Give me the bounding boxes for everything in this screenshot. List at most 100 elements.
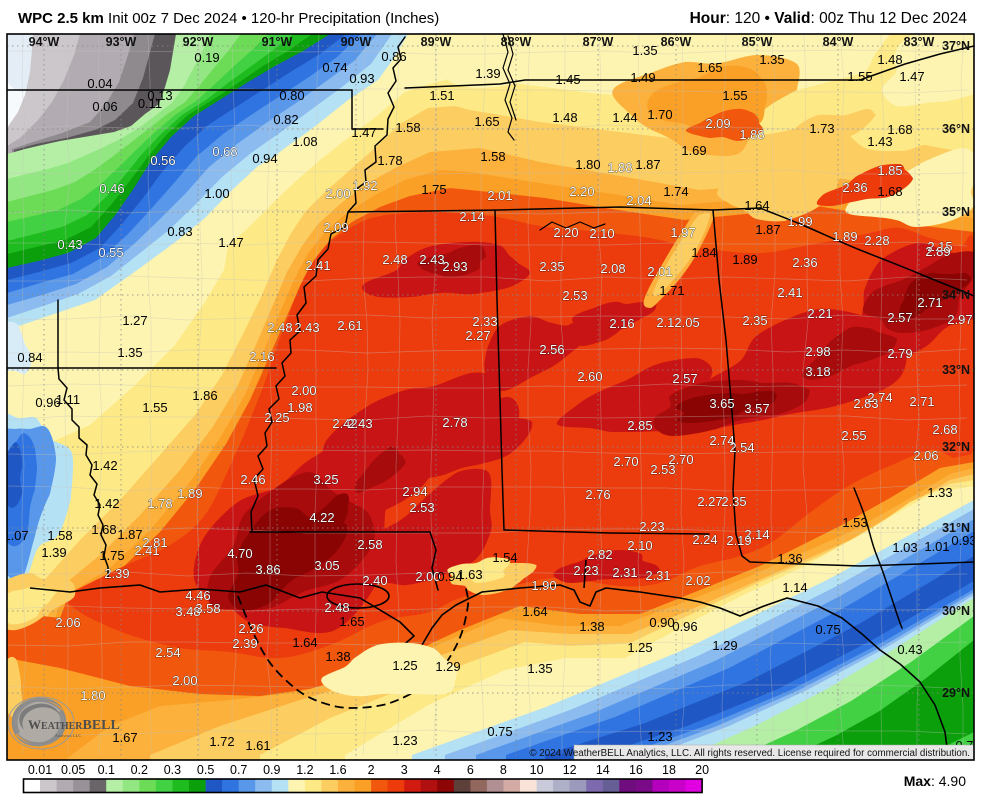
svg-text:91°W: 91°W	[262, 35, 293, 49]
svg-text:14: 14	[596, 763, 610, 777]
svg-text:2.89: 2.89	[925, 244, 950, 259]
svg-text:0.7: 0.7	[230, 763, 247, 777]
svg-text:1.86: 1.86	[192, 388, 217, 403]
svg-text:1.48: 1.48	[877, 52, 902, 67]
svg-text:3: 3	[401, 763, 408, 777]
svg-text:1.48: 1.48	[552, 110, 577, 125]
svg-text:1.35: 1.35	[527, 661, 552, 676]
svg-text:2.55: 2.55	[841, 428, 866, 443]
svg-text:1.2: 1.2	[296, 763, 313, 777]
svg-text:1.25: 1.25	[627, 640, 652, 655]
svg-text:0.01: 0.01	[28, 763, 52, 777]
svg-text:2.35: 2.35	[539, 259, 564, 274]
svg-text:2.53: 2.53	[650, 462, 675, 477]
svg-text:© 2024 WeatherBELL Analytics,: © 2024 WeatherBELL Analytics, LLC. All r…	[529, 748, 970, 759]
svg-text:2.71: 2.71	[909, 394, 934, 409]
svg-text:2.00: 2.00	[291, 383, 316, 398]
svg-text:1.53: 1.53	[842, 515, 867, 530]
svg-text:3.18: 3.18	[805, 364, 830, 379]
svg-text:WEATHERBELL: WEATHERBELL	[28, 717, 120, 733]
svg-text:1.08: 1.08	[292, 134, 317, 149]
svg-text:1.64: 1.64	[292, 635, 317, 650]
svg-text:1.64: 1.64	[744, 198, 769, 213]
svg-text:1.58: 1.58	[47, 528, 72, 543]
svg-text:1.23: 1.23	[647, 729, 672, 744]
svg-text:2.43: 2.43	[419, 252, 444, 267]
svg-text:3.65: 3.65	[709, 396, 734, 411]
svg-text:2.31: 2.31	[645, 568, 670, 583]
svg-text:10: 10	[530, 763, 544, 777]
svg-text:87°W: 87°W	[583, 35, 614, 49]
svg-text:2.82: 2.82	[587, 547, 612, 562]
svg-text:2.70: 2.70	[668, 452, 693, 467]
svg-text:2.14: 2.14	[459, 209, 484, 224]
svg-text:93°W: 93°W	[106, 35, 137, 49]
svg-text:1.00: 1.00	[204, 186, 229, 201]
svg-text:1.27: 1.27	[122, 313, 147, 328]
svg-text:2.14: 2.14	[744, 527, 769, 542]
svg-text:88°W: 88°W	[501, 35, 532, 49]
svg-text:2.61: 2.61	[337, 318, 362, 333]
svg-text:2.31: 2.31	[612, 565, 637, 580]
svg-text:2.68: 2.68	[932, 422, 957, 437]
svg-text:1.78: 1.78	[147, 496, 172, 511]
svg-text:0.2: 0.2	[131, 763, 148, 777]
svg-text:1.07: 1.07	[3, 528, 28, 543]
svg-text:1.47: 1.47	[899, 69, 924, 84]
svg-text:2.27: 2.27	[465, 328, 490, 343]
svg-text:0.84: 0.84	[17, 350, 42, 365]
svg-text:1.98: 1.98	[287, 400, 312, 415]
svg-text:1.87: 1.87	[755, 222, 780, 237]
svg-text:2.27: 2.27	[697, 494, 722, 509]
svg-text:Analytics LLC: Analytics LLC	[55, 733, 82, 738]
svg-text:2.94: 2.94	[402, 484, 427, 499]
svg-text:2.09: 2.09	[323, 220, 348, 235]
svg-text:1.49: 1.49	[630, 70, 655, 85]
svg-text:8: 8	[500, 763, 507, 777]
svg-text:1.36: 1.36	[777, 551, 802, 566]
svg-text:1.74: 1.74	[663, 184, 688, 199]
svg-text:2.56: 2.56	[539, 342, 564, 357]
svg-text:0.04: 0.04	[87, 76, 112, 91]
svg-text:2.78: 2.78	[442, 415, 467, 430]
svg-text:2.74: 2.74	[709, 433, 734, 448]
svg-text:2.19: 2.19	[726, 533, 751, 548]
svg-text:0.13: 0.13	[147, 88, 172, 103]
svg-text:2.48: 2.48	[382, 252, 407, 267]
svg-text:1.55: 1.55	[722, 88, 747, 103]
svg-text:2.10: 2.10	[589, 226, 614, 241]
svg-text:2.10: 2.10	[627, 538, 652, 553]
svg-text:2.00: 2.00	[325, 186, 350, 201]
svg-text:0.46: 0.46	[99, 181, 124, 196]
svg-text:0.94: 0.94	[437, 569, 462, 584]
svg-text:84°W: 84°W	[823, 35, 854, 49]
svg-text:12: 12	[563, 763, 577, 777]
svg-text:1.89: 1.89	[832, 229, 857, 244]
svg-text:3.57: 3.57	[744, 401, 769, 416]
svg-text:2.54: 2.54	[729, 440, 754, 455]
svg-text:0.96: 0.96	[35, 395, 60, 410]
svg-text:2.04: 2.04	[626, 193, 651, 208]
svg-text:1.54: 1.54	[492, 550, 517, 565]
svg-text:18: 18	[662, 763, 676, 777]
svg-text:2.42: 2.42	[332, 416, 357, 431]
svg-text:2.57: 2.57	[887, 310, 912, 325]
svg-text:2.23: 2.23	[573, 563, 598, 578]
svg-text:1.84: 1.84	[691, 245, 716, 260]
svg-text:0.06: 0.06	[92, 99, 117, 114]
svg-text:2.09: 2.09	[705, 116, 730, 131]
svg-text:1.90: 1.90	[531, 578, 556, 593]
svg-text:1.39: 1.39	[41, 545, 66, 560]
svg-text:31°N: 31°N	[942, 521, 970, 535]
svg-text:1.47: 1.47	[351, 125, 376, 140]
svg-text:1.63: 1.63	[457, 567, 482, 582]
svg-text:2.85: 2.85	[627, 418, 652, 433]
svg-text:0.86: 0.86	[381, 49, 406, 64]
svg-text:0.19: 0.19	[194, 50, 219, 65]
svg-text:4.46: 4.46	[185, 588, 210, 603]
svg-text:90°W: 90°W	[341, 35, 372, 49]
svg-text:1.78: 1.78	[377, 153, 402, 168]
svg-text:2.00: 2.00	[172, 673, 197, 688]
svg-text:3.05: 3.05	[314, 558, 339, 573]
svg-text:2.71: 2.71	[917, 295, 942, 310]
